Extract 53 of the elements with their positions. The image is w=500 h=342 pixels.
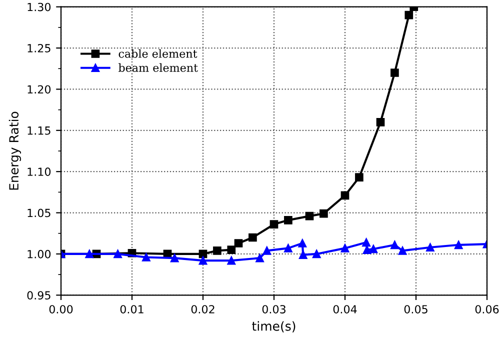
x-axis-title: time(s) [252, 321, 296, 332]
point [227, 256, 236, 265]
legend-label: beam element [118, 63, 198, 72]
point [454, 240, 463, 250]
y-tick-label: 1.15 [28, 126, 50, 135]
point [320, 209, 328, 218]
y-tick-label: 1.20 [28, 85, 51, 94]
point [369, 244, 378, 254]
point [114, 250, 122, 258]
point [85, 250, 94, 258]
point [305, 212, 314, 220]
x-tick-label: 0.01 [120, 305, 144, 314]
x-tick-label: 0.06 [475, 305, 499, 314]
point [426, 243, 434, 252]
x-tick-label: 0.02 [191, 305, 214, 314]
point [362, 238, 370, 247]
x-tick-label: 0.00 [49, 305, 73, 314]
y-tick-label: 1.10 [28, 168, 51, 176]
point [270, 220, 278, 228]
point [284, 216, 292, 224]
point [404, 10, 414, 20]
point [170, 254, 179, 262]
y-tick-label: 1.00 [28, 250, 51, 258]
point [390, 240, 399, 250]
y-tick-label: 0.95 [27, 291, 50, 300]
point [312, 250, 321, 258]
point [198, 256, 208, 265]
point [376, 118, 385, 126]
point [390, 68, 399, 77]
x-tick-label: 0.05 [404, 305, 428, 314]
y-tick-label: 1.05 [28, 208, 50, 218]
point [355, 173, 364, 182]
y-tick-label: 1.30 [28, 2, 51, 12]
point [213, 246, 222, 255]
point [398, 246, 407, 255]
point [256, 254, 264, 262]
point [262, 246, 272, 255]
y-tick-label: 1.25 [28, 44, 50, 52]
point [142, 253, 150, 262]
x-tick-label: 0.04 [333, 305, 357, 314]
legend-label: cable element [118, 49, 198, 58]
y-axis-title: Energy Ratio [8, 112, 21, 190]
point [340, 191, 350, 200]
point [340, 244, 350, 252]
point [248, 233, 257, 242]
point [284, 244, 292, 252]
point [298, 239, 307, 248]
point [198, 250, 208, 258]
point [227, 246, 236, 254]
point [234, 239, 243, 248]
x-tick-label: 0.03 [262, 305, 286, 314]
point [362, 246, 372, 254]
point [298, 250, 308, 259]
